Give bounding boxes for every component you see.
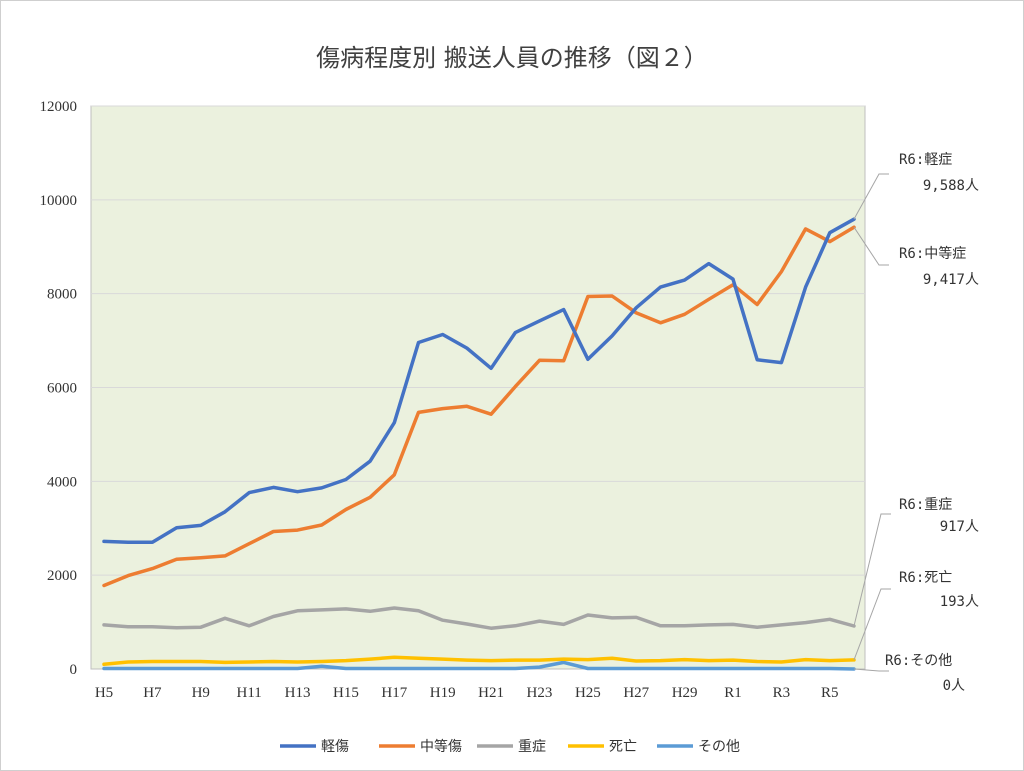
x-tick-label: H15 <box>333 685 359 701</box>
legend-label: 死亡 <box>609 739 637 755</box>
y-tick-label: 10000 <box>40 193 78 209</box>
x-tick-label: H11 <box>237 685 262 701</box>
annotation-leader <box>853 513 891 627</box>
x-tick-label: H19 <box>430 685 456 701</box>
annotation-label: R6:その他 <box>885 653 952 669</box>
series-line-軽傷 <box>102 217 856 545</box>
annotation-leader <box>853 173 889 220</box>
y-tick-label: 4000 <box>47 474 77 490</box>
y-tick-label: 2000 <box>47 568 77 584</box>
x-tick-label: R5 <box>821 685 839 701</box>
legend-label: その他 <box>698 739 740 755</box>
annotation-value: 917人 <box>940 519 979 535</box>
annotation-label: R6:重症 <box>899 497 952 513</box>
y-tick-label: 12000 <box>40 99 78 115</box>
x-tick-label: H5 <box>95 685 113 701</box>
x-tick-label: R1 <box>724 685 742 701</box>
x-tick-label: H25 <box>575 685 601 701</box>
series-line-死亡 <box>102 655 856 667</box>
annotation-leader <box>853 668 889 672</box>
y-tick-label: 6000 <box>47 381 77 397</box>
x-tick-label: H13 <box>285 685 311 701</box>
series-line-その他 <box>102 660 856 671</box>
x-tick-label: H17 <box>381 685 407 701</box>
y-tick-label: 0 <box>70 662 78 678</box>
legend-label: 重症 <box>518 739 546 755</box>
annotation-value: 193人 <box>940 594 979 610</box>
x-tick-label: R3 <box>773 685 791 701</box>
annotation-value: 9,417人 <box>923 272 979 288</box>
series-line-重症 <box>102 606 856 630</box>
annotation-leader <box>853 588 891 661</box>
x-tick-label: H23 <box>527 685 553 701</box>
x-tick-label: H29 <box>672 685 698 701</box>
x-tick-label: H7 <box>143 685 162 701</box>
legend-label: 軽傷 <box>321 739 349 755</box>
legend-label: 中等傷 <box>420 738 462 755</box>
series-line-中等傷 <box>102 225 856 588</box>
x-tick-label: H9 <box>192 685 210 701</box>
annotation-label: R6:死亡 <box>899 570 952 586</box>
annotation-label: R6:軽症 <box>899 152 952 168</box>
annotation-leader <box>853 226 889 266</box>
annotation-value: 9,588人 <box>923 178 979 194</box>
y-tick-label: 8000 <box>47 287 77 303</box>
chart-title: 傷病程度別 搬送人員の推移（図２） <box>316 44 708 72</box>
x-tick-label: H27 <box>623 685 649 701</box>
annotation-label: R6:中等症 <box>899 245 966 262</box>
annotation-value: 0人 <box>943 678 965 694</box>
x-tick-label: H21 <box>478 685 504 701</box>
